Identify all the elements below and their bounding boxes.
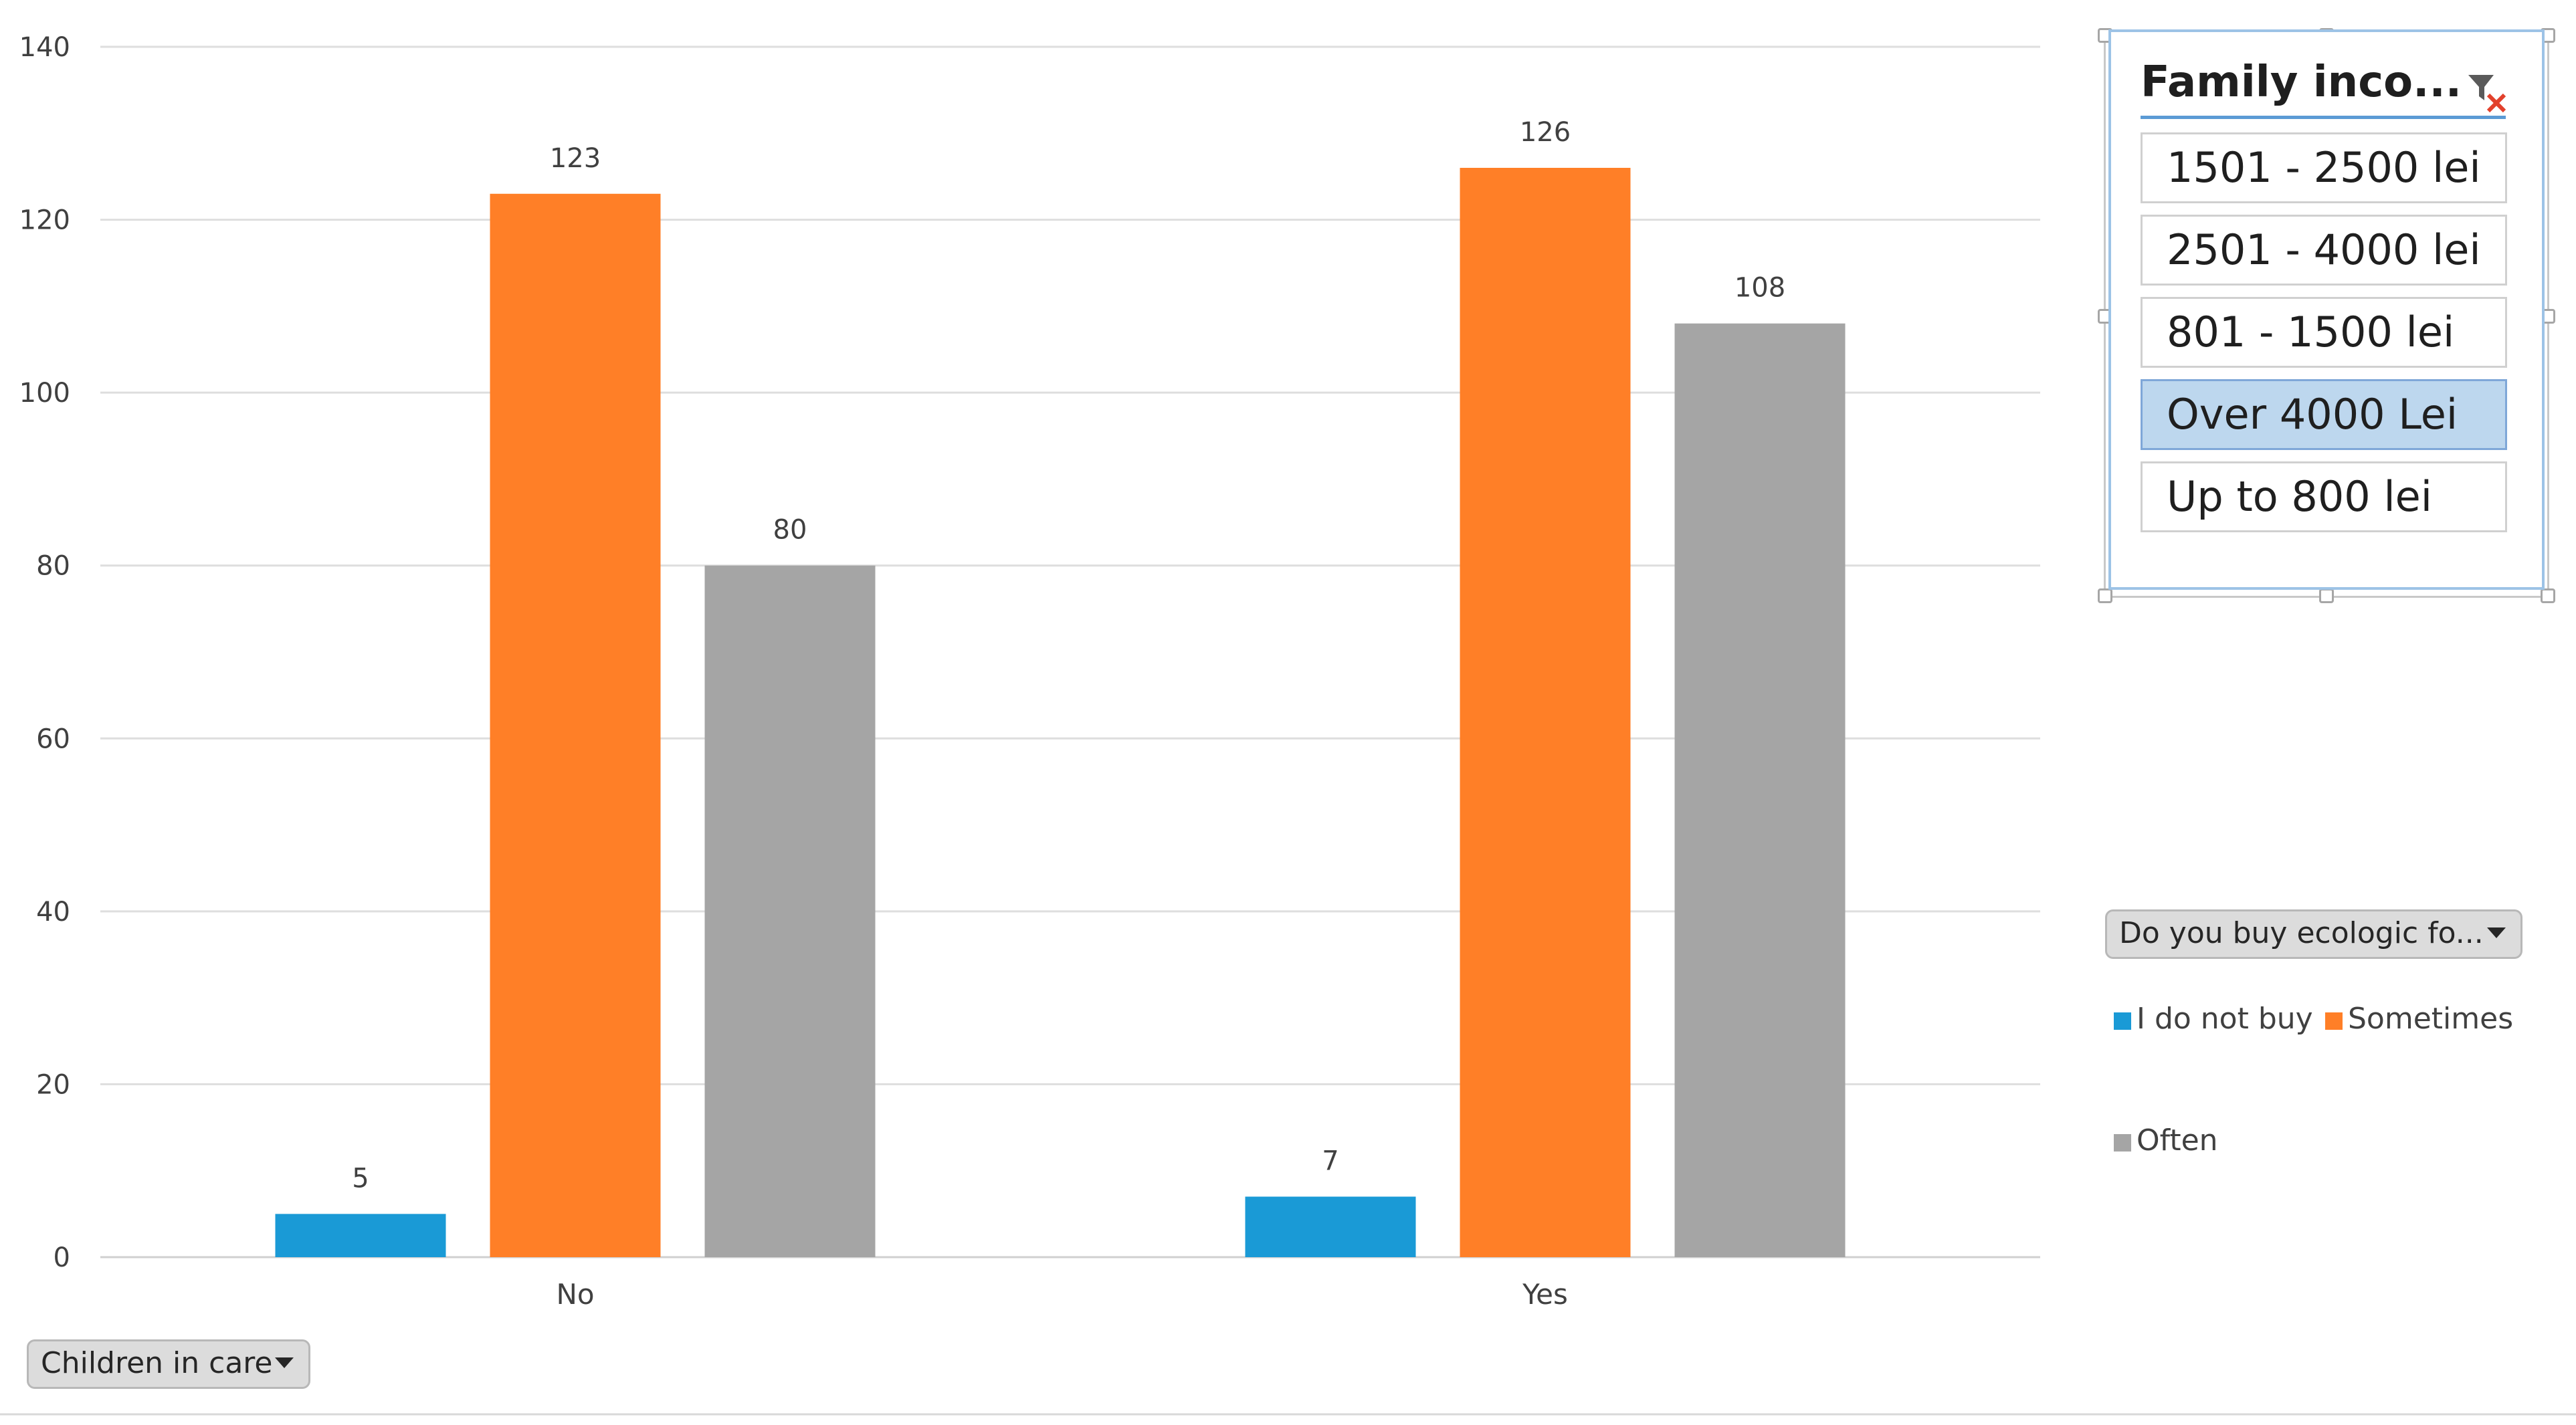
axis-field-label: Children in care xyxy=(41,1346,273,1380)
bars xyxy=(275,168,1846,1258)
data-label: 123 xyxy=(550,143,601,174)
y-tick-label: 100 xyxy=(19,378,70,409)
chevron-down-icon xyxy=(275,1357,294,1368)
legend-field-label: Do you buy ecologic fo... xyxy=(2119,916,2484,950)
y-tick-label: 20 xyxy=(36,1069,70,1100)
bar-often-no xyxy=(704,565,876,1257)
legend-item: I do not buy xyxy=(2114,1002,2313,1036)
bar-often-yes xyxy=(1674,323,1846,1257)
y-tick-label: 40 xyxy=(36,897,70,927)
clear-filter-icon[interactable] xyxy=(2464,70,2508,114)
slicer-header: Family inco... xyxy=(2141,52,2506,119)
y-tick-label: 140 xyxy=(19,32,70,63)
legend-item: Often xyxy=(2114,1123,2218,1158)
slicer-item[interactable]: 801 - 1500 lei xyxy=(2141,297,2507,368)
bar-sometimes-yes xyxy=(1460,168,1631,1257)
axis-field-button[interactable]: Children in care xyxy=(27,1339,310,1389)
resize-handle[interactable] xyxy=(2319,588,2334,603)
slicer-item[interactable]: Up to 800 lei xyxy=(2141,461,2507,532)
data-labels: 5 123 80 7 126 108 xyxy=(352,117,1785,1194)
resize-handle[interactable] xyxy=(2098,588,2112,603)
data-label: 108 xyxy=(1735,273,1785,304)
x-category-label: No xyxy=(556,1278,594,1311)
slicer-item[interactable]: 2501 - 4000 lei xyxy=(2141,215,2507,286)
legend-swatch xyxy=(2114,1012,2131,1030)
x-category-label: Yes xyxy=(1522,1278,1568,1311)
data-label: 80 xyxy=(773,515,807,546)
legend-label: I do not buy xyxy=(2137,1002,2313,1036)
bar-sometimes-no xyxy=(490,193,661,1258)
data-label: 126 xyxy=(1520,117,1571,148)
slicer-item[interactable]: 1501 - 2500 lei xyxy=(2141,132,2507,203)
legend-swatch xyxy=(2325,1012,2343,1030)
bar-i-do-not-buy-no xyxy=(275,1214,446,1257)
y-tick-label: 0 xyxy=(54,1242,70,1273)
y-tick-label: 120 xyxy=(19,205,70,236)
legend-field-button[interactable]: Do you buy ecologic fo... xyxy=(2105,909,2522,959)
bar-i-do-not-buy-yes xyxy=(1245,1196,1416,1257)
data-label: 7 xyxy=(1322,1146,1339,1177)
slicer-title: Family inco... xyxy=(2141,58,2462,107)
slicer-item[interactable]: Over 4000 Lei xyxy=(2141,379,2507,450)
legend-item: Sometimes xyxy=(2325,1002,2513,1036)
gridlines xyxy=(100,45,2040,1258)
x-axis-categories: No Yes xyxy=(556,1278,1567,1311)
y-tick-label: 60 xyxy=(36,724,70,754)
legend-label: Sometimes xyxy=(2348,1002,2514,1036)
resize-handle[interactable] xyxy=(2541,588,2555,603)
data-label: 5 xyxy=(352,1163,369,1194)
legend-label: Often xyxy=(2137,1123,2218,1158)
y-axis-ticks: 0 20 40 60 80 100 120 140 xyxy=(19,32,70,1273)
y-tick-label: 80 xyxy=(36,551,70,582)
chevron-down-icon xyxy=(2487,927,2506,938)
family-income-slicer[interactable]: Family inco... 1501 - 2500 lei 2501 - 400… xyxy=(2108,29,2545,590)
legend-swatch xyxy=(2114,1134,2131,1152)
